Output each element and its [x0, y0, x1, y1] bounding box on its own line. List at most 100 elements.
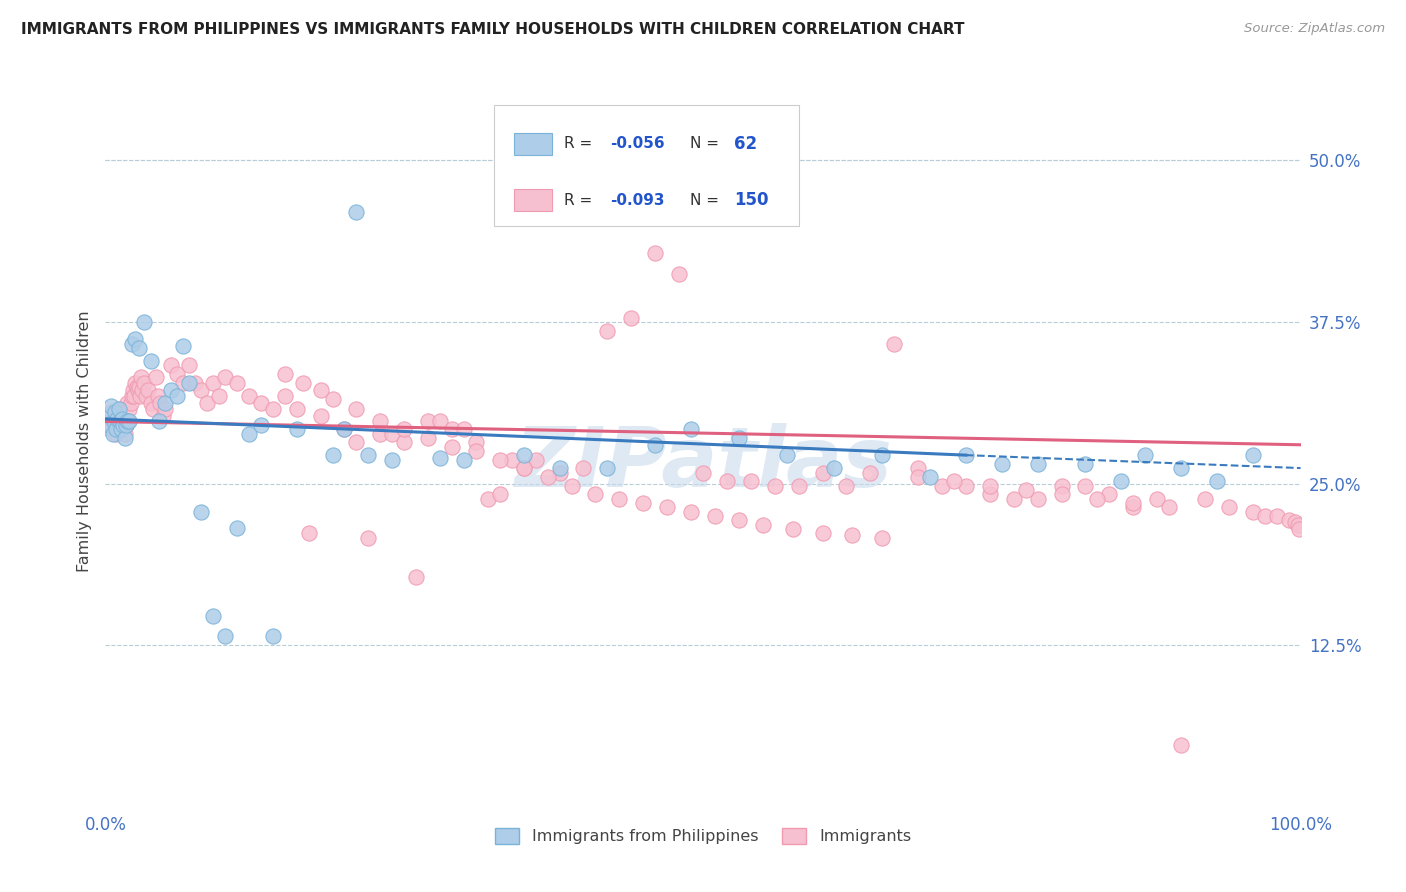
Point: [763, 479, 786, 493]
Point: [357, 531, 380, 545]
Point: [477, 492, 499, 507]
Point: [97, 415, 120, 429]
Point: [811, 525, 834, 540]
Point: [105, 422, 128, 436]
Text: 62: 62: [734, 135, 758, 153]
Point: [333, 422, 356, 436]
Point: [117, 415, 139, 429]
Point: [429, 450, 451, 465]
Text: N =: N =: [690, 136, 724, 152]
Point: [291, 376, 314, 390]
Point: [153, 401, 177, 416]
Point: [787, 479, 810, 493]
Point: [1241, 448, 1264, 462]
Point: [1146, 492, 1168, 507]
Point: [524, 453, 547, 467]
Point: [1026, 457, 1049, 471]
Point: [309, 384, 332, 398]
Point: [107, 401, 129, 416]
Point: [129, 370, 153, 384]
Point: [122, 384, 145, 398]
Text: R =: R =: [564, 136, 598, 152]
Point: [418, 415, 440, 429]
Point: [368, 427, 391, 442]
Point: [357, 448, 380, 462]
Point: [368, 415, 391, 429]
Point: [166, 388, 188, 402]
Point: [129, 388, 152, 402]
Point: [285, 401, 308, 416]
Point: [811, 467, 834, 481]
Point: [453, 453, 475, 467]
Point: [1170, 738, 1192, 752]
Point: [131, 384, 153, 398]
Point: [125, 379, 148, 393]
Point: [104, 405, 127, 419]
Legend: Immigrants from Philippines, Immigrants: Immigrants from Philippines, Immigrants: [488, 822, 918, 850]
Point: [262, 629, 284, 643]
Point: [135, 388, 157, 402]
Point: [931, 479, 953, 493]
Point: [782, 522, 804, 536]
Point: [1122, 500, 1144, 514]
Point: [440, 422, 463, 436]
Point: [1002, 492, 1025, 507]
Point: [202, 608, 225, 623]
Point: [620, 310, 643, 325]
Point: [1284, 516, 1306, 530]
Point: [195, 396, 218, 410]
Text: ZIPatlas: ZIPatlas: [515, 423, 891, 504]
Text: -0.093: -0.093: [610, 193, 664, 208]
Point: [101, 427, 124, 442]
Point: [1085, 492, 1108, 507]
Point: [740, 474, 762, 488]
Point: [114, 418, 136, 433]
Point: [108, 409, 131, 424]
FancyBboxPatch shape: [494, 105, 799, 226]
Point: [121, 388, 143, 402]
Point: [872, 448, 894, 462]
Point: [160, 384, 183, 398]
Point: [907, 470, 929, 484]
Point: [1014, 483, 1036, 497]
Point: [98, 409, 121, 424]
Point: [98, 418, 121, 433]
Point: [1098, 487, 1121, 501]
Point: [115, 415, 138, 429]
Point: [146, 388, 169, 402]
Bar: [515, 189, 553, 211]
Point: [381, 453, 404, 467]
Point: [1074, 479, 1097, 493]
Point: [172, 339, 194, 353]
Point: [177, 358, 201, 372]
Point: [489, 487, 512, 501]
Point: [225, 376, 249, 390]
Point: [464, 435, 488, 450]
Point: [716, 474, 738, 488]
Point: [955, 479, 977, 493]
Point: [835, 479, 858, 493]
Point: [177, 376, 201, 390]
Point: [148, 415, 170, 429]
Point: [990, 457, 1012, 471]
Point: [1050, 487, 1073, 501]
Text: IMMIGRANTS FROM PHILIPPINES VS IMMIGRANTS FAMILY HOUSEHOLDS WITH CHILDREN CORREL: IMMIGRANTS FROM PHILIPPINES VS IMMIGRANT…: [21, 22, 965, 37]
Point: [1241, 505, 1264, 519]
Point: [321, 392, 344, 407]
Point: [979, 479, 1001, 493]
Point: [405, 570, 427, 584]
Point: [107, 412, 129, 426]
Point: [1218, 500, 1240, 514]
Point: [513, 461, 536, 475]
Point: [128, 341, 150, 355]
Point: [118, 415, 141, 429]
Point: [655, 500, 678, 514]
Point: [548, 461, 571, 475]
Point: [841, 528, 863, 542]
Point: [238, 388, 260, 402]
Point: [190, 505, 212, 519]
Point: [560, 479, 583, 493]
Point: [346, 435, 368, 450]
Point: [1288, 522, 1310, 536]
Point: [633, 496, 655, 510]
